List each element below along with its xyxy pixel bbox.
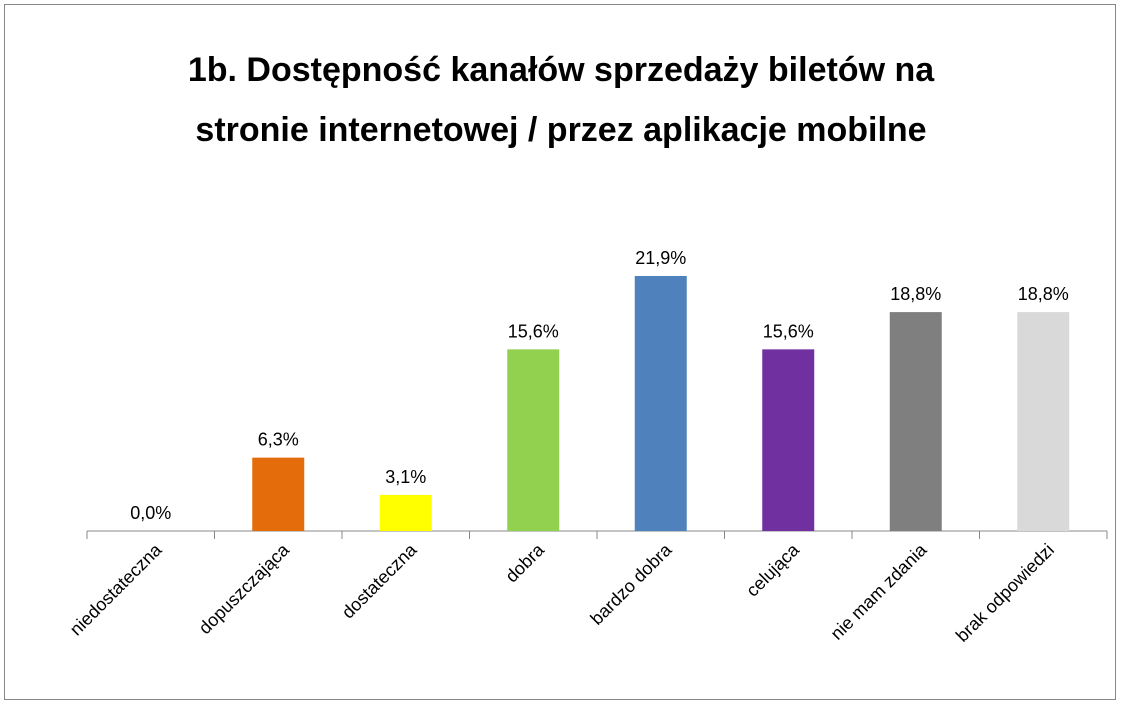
bar xyxy=(762,349,815,531)
x-tick-label: dostateczna xyxy=(338,539,421,622)
bar xyxy=(634,276,687,531)
data-label: 15,6% xyxy=(508,321,559,341)
chart-frame xyxy=(4,4,1116,700)
chart-title: 1b. Dostępność kanałów sprzedaży biletów… xyxy=(187,51,935,149)
data-label: 15,6% xyxy=(763,321,814,341)
data-label: 21,9% xyxy=(635,248,686,268)
bar xyxy=(507,349,560,531)
x-tick-label: niedostateczna xyxy=(66,539,166,639)
x-tick-label: celująca xyxy=(742,539,804,601)
bar xyxy=(1017,312,1070,531)
x-tick-label: dobra xyxy=(501,539,548,586)
data-label: 6,3% xyxy=(258,430,299,450)
bar xyxy=(252,457,305,531)
bar xyxy=(889,312,942,531)
bar xyxy=(379,494,432,531)
data-label: 18,8% xyxy=(1018,284,1069,304)
data-label: 18,8% xyxy=(890,284,941,304)
data-label: 0,0% xyxy=(130,503,171,523)
x-tick-label: brak odpowiedzi xyxy=(952,540,1058,646)
x-tick-label: bardzo dobra xyxy=(586,539,676,629)
x-tick-label: nie mam zdania xyxy=(827,539,932,644)
data-label: 3,1% xyxy=(385,467,426,487)
x-tick-label: dopuszczająca xyxy=(195,539,294,638)
